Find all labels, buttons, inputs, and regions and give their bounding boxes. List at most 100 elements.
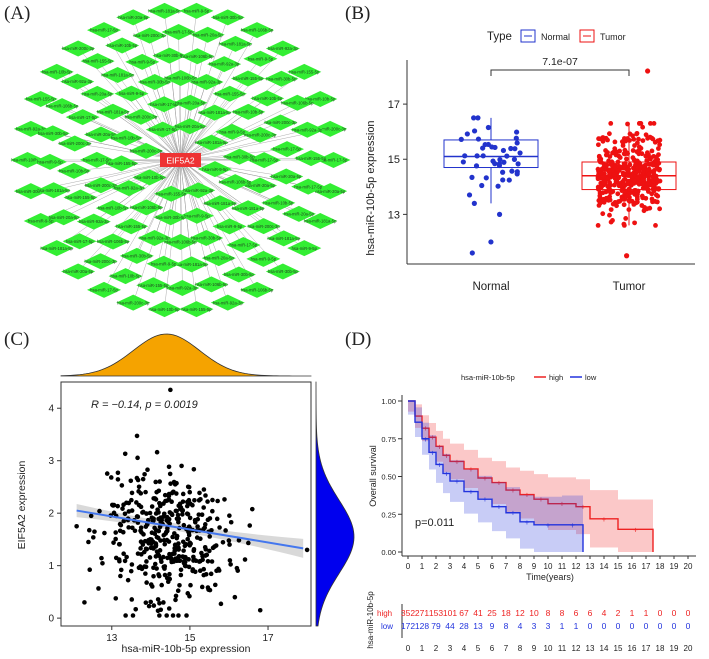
risk-count-high: 6 [574, 608, 579, 618]
mirna-node [230, 70, 265, 87]
mirna-node-label: hsa-miR-9-5p [217, 224, 243, 229]
scatter-point [151, 573, 156, 579]
mirna-node [125, 53, 160, 70]
scatter-point [113, 596, 119, 601]
x-tick-label-d: 12 [572, 562, 581, 571]
mirna-node [266, 230, 301, 247]
jitter-point [651, 188, 657, 194]
mirna-node [218, 35, 253, 52]
mirna-node [137, 73, 172, 90]
mirna-node [172, 118, 207, 135]
legend-normal: Normal [541, 32, 570, 42]
scatter-panel: EIF5A2 expression hsa-miR-10b-5p express… [16, 333, 355, 655]
censor-mark: + [437, 442, 442, 451]
scatter-point [180, 512, 185, 517]
scatter-point [217, 525, 222, 530]
scatter-point [169, 490, 175, 496]
jitter-point [504, 153, 510, 159]
mirna-node-label: hsa-miR-9-5p [292, 246, 318, 251]
jitter-point [622, 147, 628, 153]
mirna-node-label: hsa-miR-181a-5p [219, 41, 252, 46]
scatter-point [110, 503, 116, 508]
scatter-point [187, 515, 193, 521]
risk-count-high: 41 [473, 608, 483, 618]
scatter-point [134, 500, 139, 505]
x-tick-label-d: 3 [448, 562, 453, 571]
pvalue-d: p=0.011 [415, 517, 454, 529]
jitter-point [473, 163, 480, 169]
scatter-point [168, 481, 173, 486]
scatter-point [208, 571, 214, 577]
mirna-node [129, 142, 164, 159]
scatter-point [181, 548, 186, 553]
mirna-node-label: hsa-miR-92a-3p [191, 80, 222, 85]
scatter-point [140, 509, 146, 515]
jitter-point [600, 211, 606, 217]
jitter-point [511, 156, 518, 162]
scatter-point [161, 511, 167, 517]
mirna-node [39, 240, 74, 257]
mirna-node [65, 109, 100, 126]
mirna-node [95, 200, 130, 217]
scatter-point [130, 525, 135, 531]
y-tick-label-c: 2 [48, 509, 54, 520]
scatter-point [136, 489, 141, 494]
risk-count-low: 1 [560, 621, 565, 631]
jitter-point [595, 223, 601, 228]
scatter-point [249, 506, 255, 512]
scatter-point [113, 530, 119, 535]
scatter-point [161, 554, 166, 560]
mirna-node [181, 182, 216, 199]
x-tick-label-d: 7 [504, 562, 509, 571]
x-tick-label-d: 2 [434, 562, 439, 571]
scatter-point [147, 510, 153, 516]
jitter-point [616, 163, 621, 169]
scatter-point [168, 387, 173, 393]
jitter-point [654, 164, 660, 169]
scatter-point [120, 506, 125, 511]
scatter-point [145, 467, 150, 472]
jitter-point [643, 132, 649, 138]
scatter-point [123, 613, 128, 618]
mirna-node [111, 180, 146, 197]
scatter-point [88, 513, 94, 519]
mirna-node-label: hsa-miR-155-5p [181, 307, 212, 312]
mirna-node [61, 40, 96, 57]
scatter-point [242, 557, 248, 562]
jitter-point [646, 161, 652, 167]
mirna-node-label: hsa-miR-92a-3p [167, 286, 198, 291]
risk-count-high: 67 [459, 608, 469, 618]
mirna-node-label: hsa-miR-155-5p [116, 224, 147, 229]
scatter-point [142, 471, 147, 477]
jitter-point [617, 198, 623, 204]
mirna-node-label: hsa-miR-200c-3p [264, 120, 297, 125]
mirna-node [261, 194, 296, 211]
jitter-point [485, 141, 491, 148]
mirna-node-label: hsa-miR-17-5p [320, 158, 348, 163]
scatter-point [117, 528, 123, 534]
mirna-node-label: hsa-miR-200c-3p [62, 46, 95, 51]
scatter-point [143, 489, 148, 495]
risk-count-low: 28 [459, 621, 469, 631]
scatter-point [118, 522, 124, 528]
jitter-point [646, 180, 652, 186]
scatter-frame [60, 381, 312, 627]
network-edge [140, 116, 181, 161]
scatter-point [257, 607, 263, 613]
risk-count-low: 0 [602, 621, 607, 631]
mirna-node [80, 53, 115, 70]
jitter-point [621, 177, 627, 183]
jitter-point [630, 133, 635, 139]
scatter-point [166, 464, 172, 470]
mirna-node [154, 185, 189, 202]
mirna-node-label: hsa-miR-9-5p [130, 60, 156, 65]
mirna-node-label: hsa-miR-155-5p [106, 161, 137, 166]
scatter-point [91, 535, 96, 540]
mirna-node-label: hsa-miR-30b-5p [266, 76, 297, 81]
censor-mark: + [525, 491, 530, 500]
risk-x-tick-label: 4 [462, 644, 467, 653]
jitter-point [464, 131, 470, 137]
scatter-point [152, 496, 158, 501]
risk-count-low: 3 [546, 621, 551, 631]
mirna-node [13, 183, 48, 200]
